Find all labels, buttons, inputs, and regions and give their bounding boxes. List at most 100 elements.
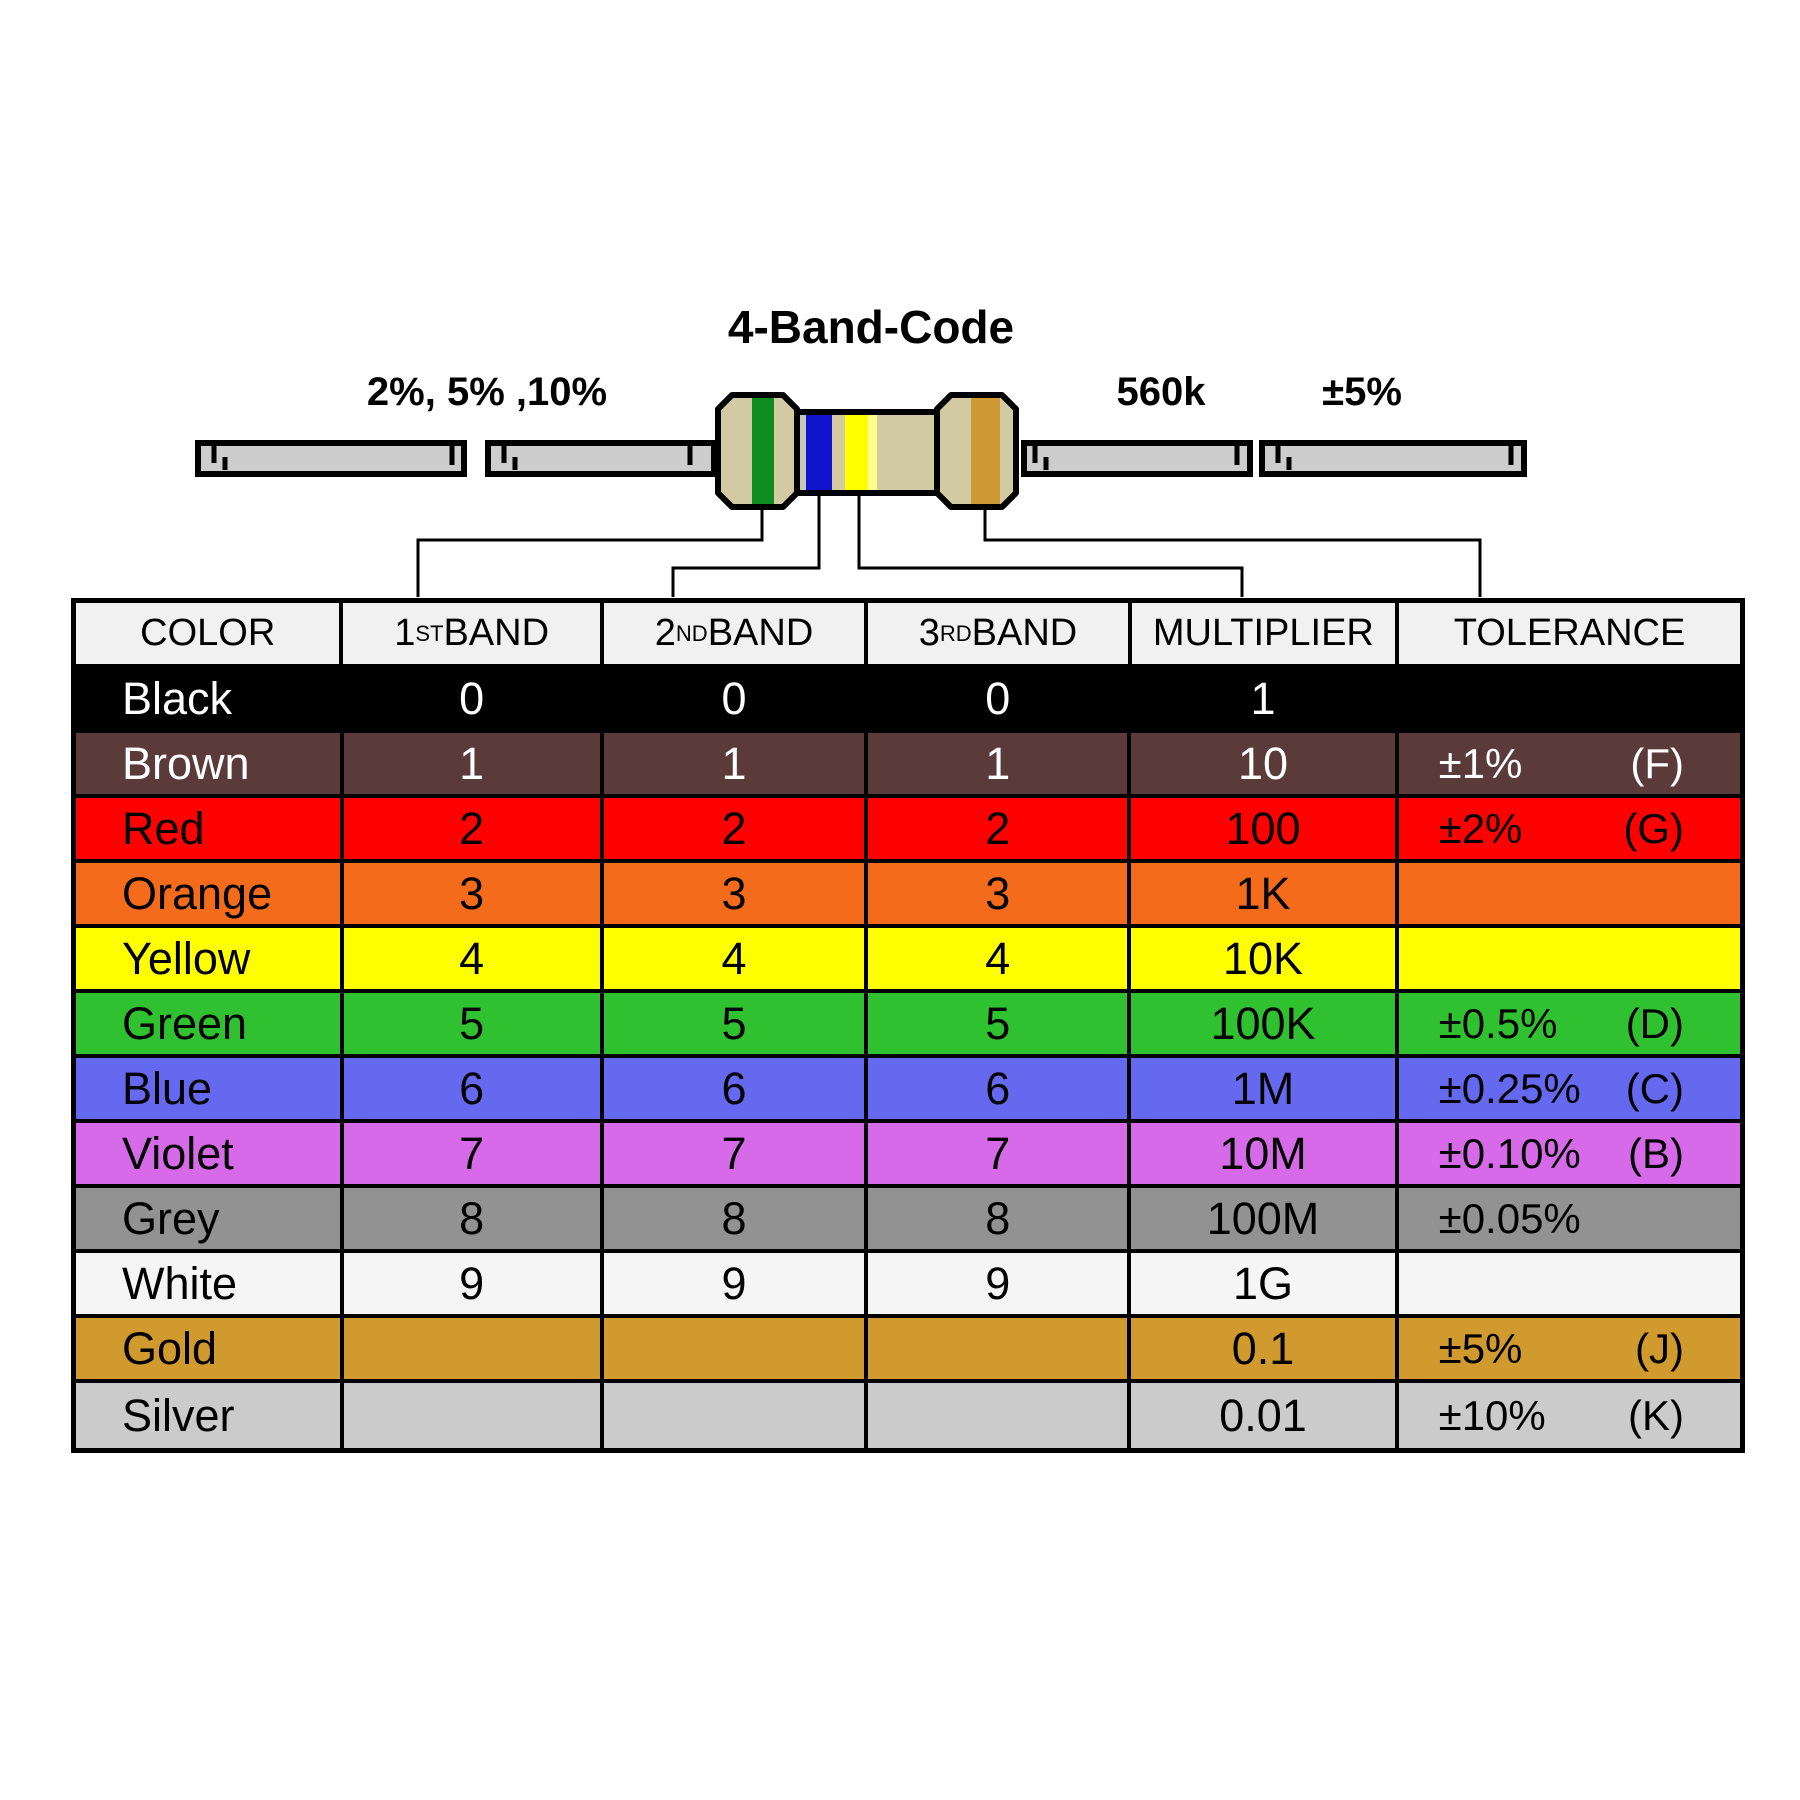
cell-tolerance xyxy=(1399,668,1740,729)
color-code-table: COLOR 1 ST BAND 2 ND BAND 3 RD BAND MULTIPL… xyxy=(71,598,1745,1453)
cell-band1: 5 xyxy=(344,993,604,1054)
cell-band3: 3 xyxy=(868,863,1132,924)
cell-band2 xyxy=(604,1383,869,1448)
header-tolerance: TOLERANCE xyxy=(1399,603,1740,664)
cell-band2: 8 xyxy=(604,1188,869,1249)
cell-multiplier: 10 xyxy=(1131,733,1399,794)
callout-line-band2 xyxy=(671,496,821,597)
cell-color-name: Green xyxy=(76,993,344,1054)
table-row-red: Red 2 2 2 100 ±2% (G) xyxy=(76,798,1740,863)
cell-tolerance: ±5% (J) xyxy=(1399,1318,1740,1379)
table-row-white: White 9 9 9 1G xyxy=(76,1253,1740,1318)
cell-band2: 7 xyxy=(604,1123,869,1184)
cell-band1: 1 xyxy=(344,733,604,794)
table-row-silver: Silver 0.01 ±10% (K) xyxy=(76,1383,1740,1448)
table-row-black: Black 0 0 0 1 xyxy=(76,668,1740,733)
header-text: TOLERANCE xyxy=(1453,612,1686,654)
cell-multiplier: 1K xyxy=(1131,863,1399,924)
tolerance-group-label: 2%, 5% ,10% xyxy=(366,370,608,414)
cell-band2: 1 xyxy=(604,733,869,794)
lead-segment-far-right xyxy=(1259,440,1527,477)
table-row-grey: Grey 8 8 8 100M ±0.05% xyxy=(76,1188,1740,1253)
lead-segment-left xyxy=(485,440,717,477)
cell-color-name: Orange xyxy=(76,863,344,924)
header-text: 1 xyxy=(394,612,416,654)
tolerance-value: ±1% xyxy=(1438,739,1523,787)
cell-multiplier: 0.1 xyxy=(1131,1318,1399,1379)
cell-band1: 6 xyxy=(344,1058,604,1119)
header-text: 3 xyxy=(918,612,940,654)
cell-band1: 9 xyxy=(344,1253,604,1314)
cell-multiplier: 0.01 xyxy=(1131,1383,1399,1448)
tolerance-value: ±0.25% xyxy=(1438,1064,1581,1112)
resistance-value-label: 560k xyxy=(1116,370,1206,414)
cell-color-name: Gold xyxy=(76,1318,344,1379)
cell-band1: 8 xyxy=(344,1188,604,1249)
header-sup: ST xyxy=(415,620,444,646)
cell-tolerance: ±0.5% (D) xyxy=(1399,993,1740,1054)
cell-multiplier: 1 xyxy=(1131,668,1399,729)
tolerance-value: ±0.10% xyxy=(1438,1129,1581,1177)
cell-tolerance: ±1% (F) xyxy=(1399,733,1740,794)
cell-color-name: White xyxy=(76,1253,344,1314)
cell-band2: 2 xyxy=(604,798,869,859)
header-text: COLOR xyxy=(140,612,276,654)
blue-band xyxy=(806,415,832,490)
cell-tolerance: ±10% (K) xyxy=(1399,1383,1740,1448)
cell-band3: 7 xyxy=(868,1123,1132,1184)
tolerance-code: (J) xyxy=(1635,1324,1684,1372)
table-row-gold: Gold 0.1 ±5% (J) xyxy=(76,1318,1740,1383)
cell-band3: 1 xyxy=(868,733,1132,794)
cell-tolerance xyxy=(1399,928,1740,989)
header-text: BAND xyxy=(707,612,814,654)
cell-band3: 4 xyxy=(868,928,1132,989)
cell-band2 xyxy=(604,1318,869,1379)
tolerance-value: ±5% xyxy=(1438,1324,1523,1372)
cell-band2: 6 xyxy=(604,1058,869,1119)
cell-band1: 2 xyxy=(344,798,604,859)
cell-color-name: Black xyxy=(76,668,344,729)
gold-band xyxy=(971,398,1000,504)
table-row-violet: Violet 7 7 7 10M ±0.10% (B) xyxy=(76,1123,1740,1188)
cell-band1: 3 xyxy=(344,863,604,924)
cell-color-name: Brown xyxy=(76,733,344,794)
cell-multiplier: 100K xyxy=(1131,993,1399,1054)
callout-line-multiplier xyxy=(857,496,1244,597)
cell-multiplier: 10K xyxy=(1131,928,1399,989)
tolerance-code: (C) xyxy=(1625,1064,1684,1112)
cell-band1: 0 xyxy=(344,668,604,729)
cell-color-name: Red xyxy=(76,798,344,859)
cell-multiplier: 100M xyxy=(1131,1188,1399,1249)
tolerance-code: (G) xyxy=(1623,804,1684,852)
shading-sliver xyxy=(799,415,806,490)
lead-segment-right xyxy=(1021,440,1253,477)
cell-band3 xyxy=(868,1383,1132,1448)
cell-tolerance xyxy=(1399,863,1740,924)
page-title: 4-Band-Code xyxy=(727,301,1015,353)
cell-band1 xyxy=(344,1383,604,1448)
tolerance-value: ±0.05% xyxy=(1438,1194,1581,1242)
header-text: MULTIPLIER xyxy=(1152,612,1374,654)
tolerance-code: (F) xyxy=(1630,739,1684,787)
tolerance-value: ±10% xyxy=(1438,1391,1546,1439)
cell-color-name: Blue xyxy=(76,1058,344,1119)
cell-tolerance: ±0.25% (C) xyxy=(1399,1058,1740,1119)
cell-color-name: Silver xyxy=(76,1383,344,1448)
cell-band3: 9 xyxy=(868,1253,1132,1314)
cell-band3: 8 xyxy=(868,1188,1132,1249)
tolerance-code: (K) xyxy=(1628,1391,1684,1439)
table-row-blue: Blue 6 6 6 1M ±0.25% (C) xyxy=(76,1058,1740,1123)
cell-multiplier: 100 xyxy=(1131,798,1399,859)
cell-band3: 0 xyxy=(868,668,1132,729)
green-band xyxy=(752,398,774,504)
table-row-orange: Orange 3 3 3 1K xyxy=(76,863,1740,928)
cell-multiplier: 10M xyxy=(1131,1123,1399,1184)
cell-color-name: Grey xyxy=(76,1188,344,1249)
cell-tolerance: ±0.05% xyxy=(1399,1188,1740,1249)
tolerance-value-label: ±5% xyxy=(1322,370,1402,414)
cell-band2: 4 xyxy=(604,928,869,989)
callout-line-band1 xyxy=(416,510,764,597)
tolerance-value: ±2% xyxy=(1438,804,1523,852)
cell-band3: 6 xyxy=(868,1058,1132,1119)
cell-band2: 3 xyxy=(604,863,869,924)
